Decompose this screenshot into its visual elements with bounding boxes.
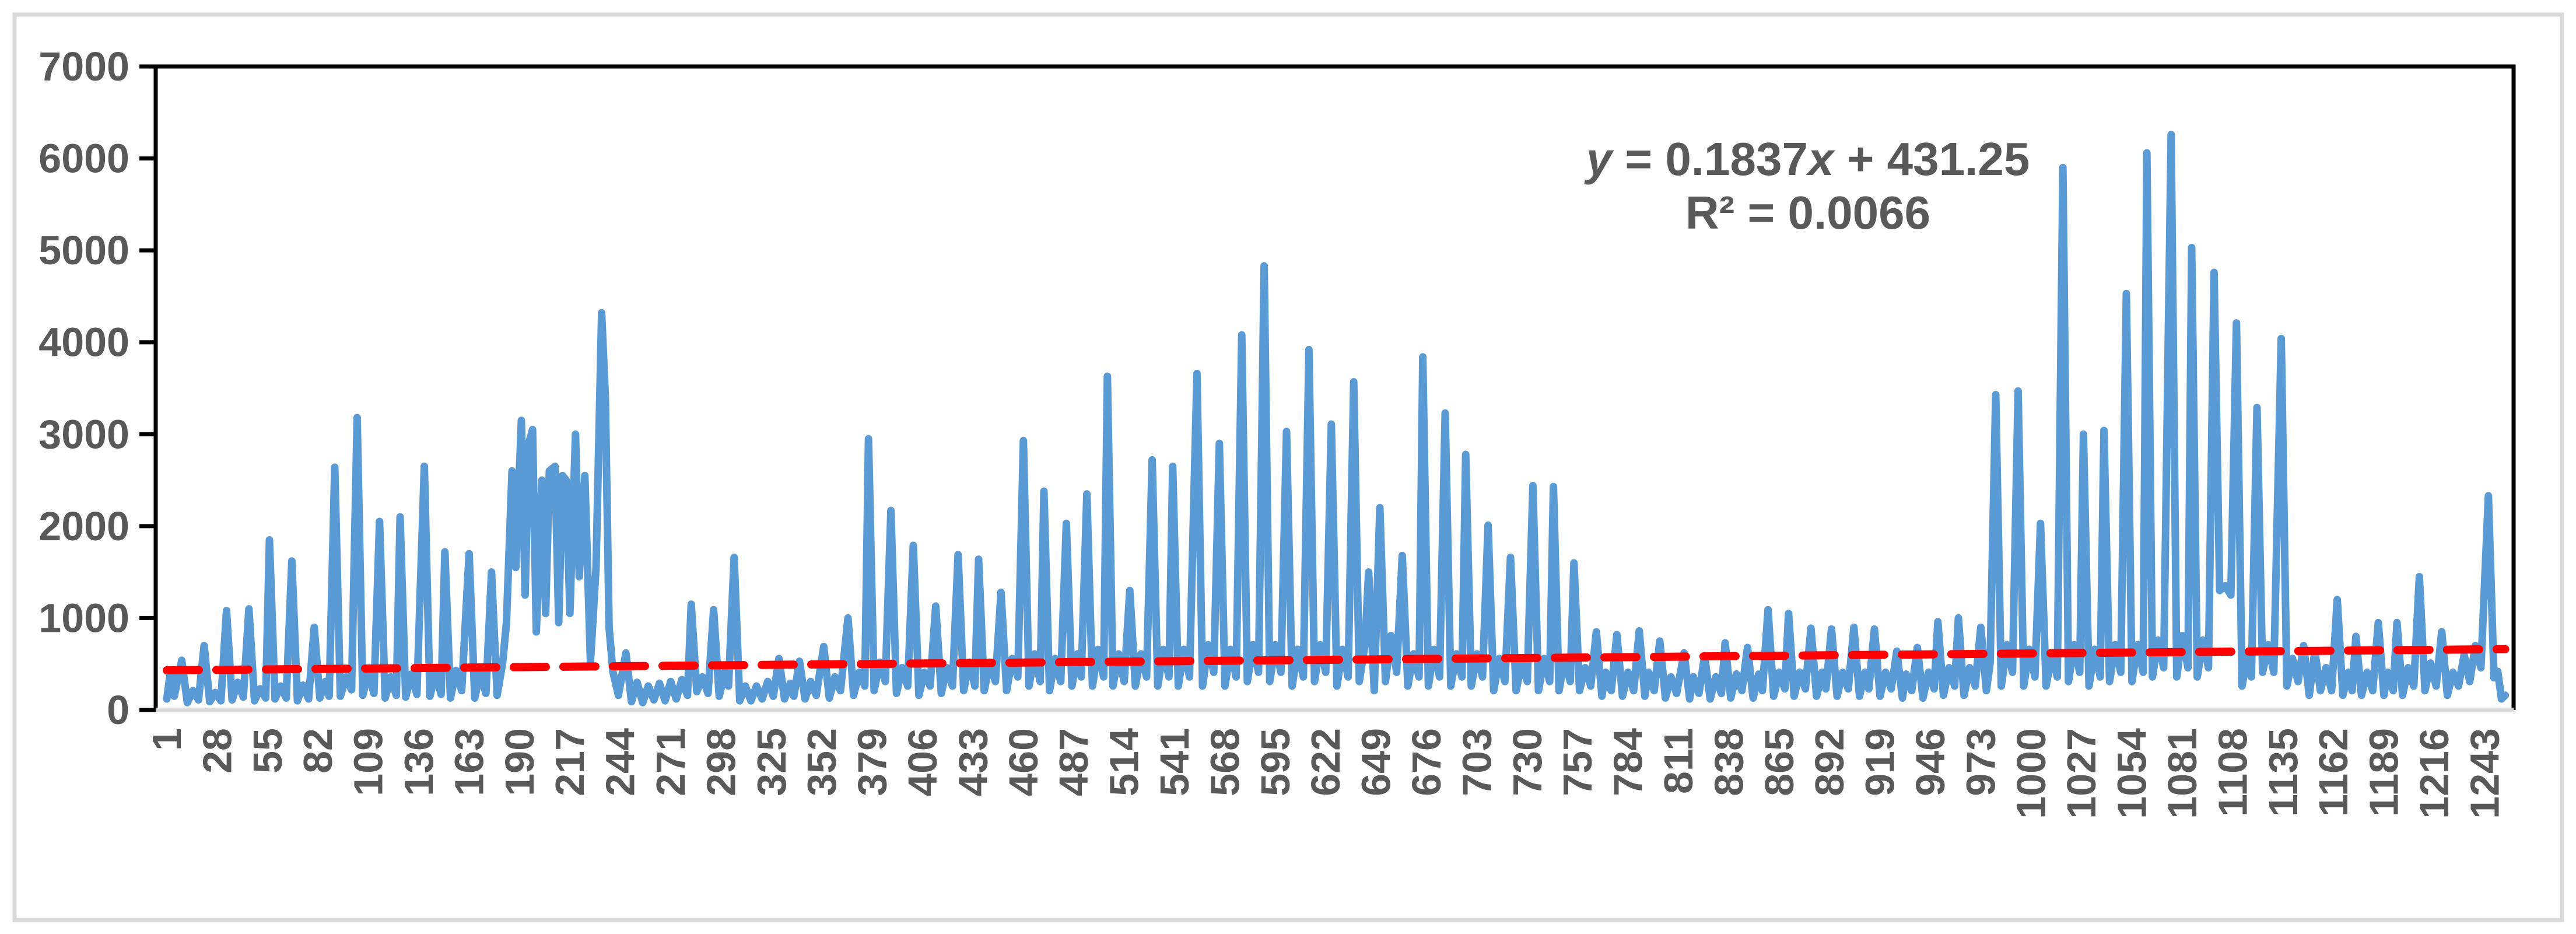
x-axis-label: 1 [144, 728, 190, 751]
x-axis-label: 217 [547, 728, 593, 796]
equation-x-var: x [1806, 133, 1836, 185]
x-axis-label: 82 [295, 728, 341, 774]
x-axis-label: 55 [245, 728, 290, 774]
x-axis-label: 109 [346, 728, 391, 796]
x-axis-labels: 1 28 55 82 109 136 163 190 217 244 271 298 325 352 379… [144, 728, 2507, 819]
trendline-equation[interactable]: y = 0.1837x + 431.25 [1584, 133, 2030, 185]
trendline-r-squared[interactable]: R² = 0.0066 [1685, 187, 1930, 239]
x-axis-label: 514 [1102, 728, 1147, 796]
x-axis-label: 271 [648, 728, 693, 796]
x-axis-label: 622 [1303, 728, 1348, 796]
x-axis-label: 379 [850, 728, 895, 796]
x-axis-label: 325 [749, 728, 794, 796]
equation-mid: = 0.1837 [1612, 133, 1808, 185]
y-axis-ticks [139, 64, 156, 712]
trendline-dashed[interactable] [163, 645, 2510, 675]
data-series-line[interactable] [163, 131, 2510, 706]
x-axis-label: 1108 [2210, 728, 2255, 817]
x-axis-label: 298 [698, 728, 744, 796]
x-axis-label: 1000 [2009, 728, 2054, 819]
x-axis-label: 1135 [2260, 728, 2306, 817]
x-axis-label: 433 [950, 728, 996, 796]
x-axis-label: 676 [1404, 728, 1449, 796]
y-axis-labels: 0 1000 2000 3000 4000 5000 6000 7000 [38, 44, 129, 733]
x-axis-label: 892 [1807, 728, 1852, 796]
x-axis-label: 1189 [2361, 728, 2407, 817]
x-axis-label: 973 [1958, 728, 2003, 796]
x-axis-label: 703 [1454, 728, 1499, 796]
equation-rest: + 431.25 [1834, 133, 2030, 185]
x-axis-label: 730 [1505, 728, 1550, 796]
x-axis-label: 595 [1253, 728, 1298, 796]
x-axis-label: 784 [1606, 728, 1651, 796]
x-axis-label: 163 [446, 728, 492, 796]
y-axis-label: 2000 [38, 503, 129, 549]
x-axis-label: 946 [1908, 728, 1953, 796]
x-axis-label: 487 [1051, 728, 1096, 796]
y-axis-label: 0 [107, 687, 129, 733]
x-axis-label: 406 [900, 728, 945, 796]
plot-border [153, 64, 2516, 710]
x-axis-label: 919 [1857, 728, 1903, 796]
x-axis-label: 811 [1656, 728, 1701, 794]
x-axis-label: 136 [396, 728, 441, 796]
x-axis-label: 190 [497, 728, 542, 796]
x-axis-label: 1162 [2311, 728, 2356, 817]
x-axis-label: 1027 [2059, 728, 2104, 819]
x-axis-label: 568 [1202, 728, 1247, 796]
x-axis-label: 649 [1354, 728, 1399, 796]
y-axis-label: 4000 [38, 320, 129, 365]
x-axis-label: 1081 [2160, 728, 2205, 819]
x-axis-label: 1216 [2412, 728, 2457, 819]
x-axis-label: 244 [598, 728, 643, 796]
y-axis-label: 5000 [38, 228, 129, 273]
x-axis-label: 1243 [2462, 728, 2507, 819]
x-axis-label: 757 [1555, 728, 1600, 796]
x-axis-label: 1054 [2109, 728, 2155, 819]
x-axis-label: 28 [194, 728, 240, 774]
x-axis-label: 865 [1757, 728, 1802, 796]
x-axis-label: 460 [1001, 728, 1046, 796]
y-axis-label: 3000 [38, 411, 129, 457]
x-axis-label: 541 [1152, 728, 1197, 796]
y-axis-label: 1000 [38, 595, 129, 641]
equation-y-var: y [1584, 133, 1614, 185]
x-axis-label: 352 [799, 728, 844, 796]
x-axis-label: 838 [1706, 728, 1751, 796]
y-axis-label: 7000 [38, 44, 129, 89]
y-axis-label: 6000 [38, 136, 129, 181]
